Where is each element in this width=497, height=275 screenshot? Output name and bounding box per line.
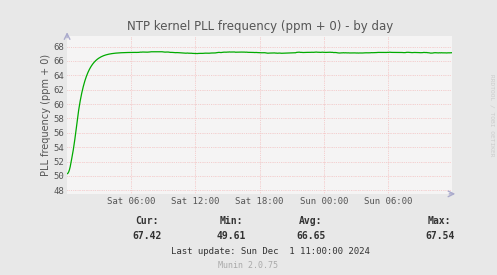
Text: Avg:: Avg:: [299, 216, 323, 226]
Text: Min:: Min:: [219, 216, 243, 226]
Text: RRDTOOL / TOBI OETIKER: RRDTOOL / TOBI OETIKER: [490, 74, 495, 157]
Title: NTP kernel PLL frequency (ppm + 0) - by day: NTP kernel PLL frequency (ppm + 0) - by …: [127, 20, 393, 33]
Text: 67.54: 67.54: [425, 231, 455, 241]
Text: Munin 2.0.75: Munin 2.0.75: [219, 261, 278, 270]
Text: 66.65: 66.65: [296, 231, 326, 241]
Text: 49.61: 49.61: [216, 231, 246, 241]
Text: Cur:: Cur:: [135, 216, 159, 226]
Y-axis label: PLL frequency (ppm + 0): PLL frequency (ppm + 0): [41, 54, 51, 176]
Text: Last update: Sun Dec  1 11:00:00 2024: Last update: Sun Dec 1 11:00:00 2024: [171, 248, 370, 256]
Text: Max:: Max:: [428, 216, 452, 226]
Text: 67.42: 67.42: [132, 231, 162, 241]
